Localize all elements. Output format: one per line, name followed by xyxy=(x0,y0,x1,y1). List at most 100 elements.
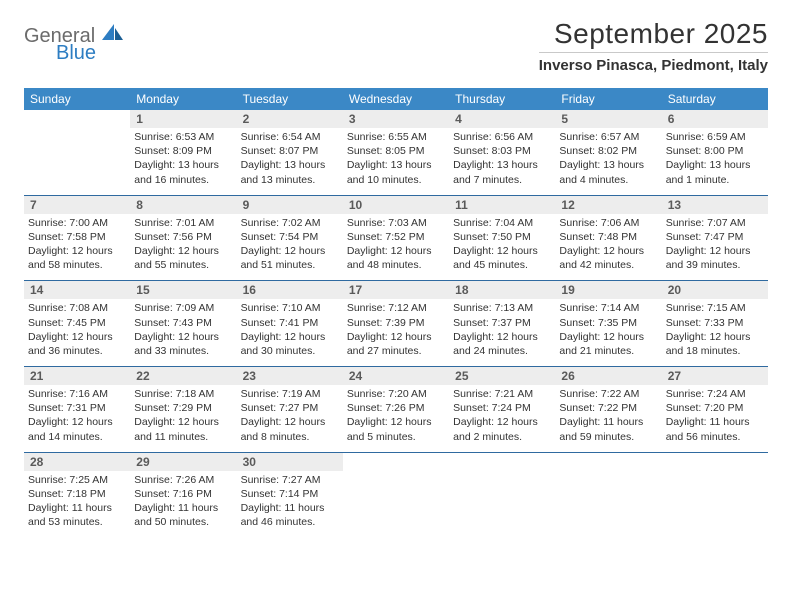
weekday-label: Saturday xyxy=(662,88,768,110)
daylight-text: Daylight: 12 hours and 5 minutes. xyxy=(347,415,445,443)
sunset-text: Sunset: 7:52 PM xyxy=(347,230,445,244)
sunset-text: Sunset: 7:45 PM xyxy=(28,316,126,330)
day-info: Sunrise: 7:13 AMSunset: 7:37 PMDaylight:… xyxy=(453,301,551,358)
day-number xyxy=(449,453,555,457)
brand-logo: General Blue xyxy=(24,18,124,63)
day-number: 28 xyxy=(24,453,130,471)
day-info: Sunrise: 7:10 AMSunset: 7:41 PMDaylight:… xyxy=(241,301,339,358)
weekday-label: Wednesday xyxy=(343,88,449,110)
sunset-text: Sunset: 7:20 PM xyxy=(666,401,764,415)
daylight-text: Daylight: 11 hours and 46 minutes. xyxy=(241,501,339,529)
day-cell xyxy=(449,453,555,538)
day-info: Sunrise: 6:53 AMSunset: 8:09 PMDaylight:… xyxy=(134,130,232,187)
daylight-text: Daylight: 12 hours and 55 minutes. xyxy=(134,244,232,272)
day-cell: 6Sunrise: 6:59 AMSunset: 8:00 PMDaylight… xyxy=(662,110,768,195)
day-cell: 22Sunrise: 7:18 AMSunset: 7:29 PMDayligh… xyxy=(130,367,236,452)
weekday-label: Tuesday xyxy=(237,88,343,110)
daylight-text: Daylight: 13 hours and 13 minutes. xyxy=(241,158,339,186)
day-number: 26 xyxy=(555,367,661,385)
sunset-text: Sunset: 7:54 PM xyxy=(241,230,339,244)
sunset-text: Sunset: 7:48 PM xyxy=(559,230,657,244)
day-cell: 16Sunrise: 7:10 AMSunset: 7:41 PMDayligh… xyxy=(237,281,343,366)
day-cell: 11Sunrise: 7:04 AMSunset: 7:50 PMDayligh… xyxy=(449,196,555,281)
sunrise-text: Sunrise: 7:27 AM xyxy=(241,473,339,487)
daylight-text: Daylight: 12 hours and 24 minutes. xyxy=(453,330,551,358)
daylight-text: Daylight: 12 hours and 58 minutes. xyxy=(28,244,126,272)
title-underline xyxy=(539,52,768,53)
sunset-text: Sunset: 7:14 PM xyxy=(241,487,339,501)
day-number: 24 xyxy=(343,367,449,385)
day-cell: 15 Sunrise: 7:09 AMSunset: 7:43 PMDayligh… xyxy=(130,281,236,366)
week-row: 21Sunrise: 7:16 AMSunset: 7:31 PMDayligh… xyxy=(24,366,768,452)
calendar-grid: Sunday Monday Tuesday Wednesday Thursday… xyxy=(24,88,768,537)
daylight-text: Daylight: 13 hours and 7 minutes. xyxy=(453,158,551,186)
sunrise-text: Sunrise: 7:15 AM xyxy=(666,301,764,315)
day-info: Sunrise: 7:07 AMSunset: 7:47 PMDaylight:… xyxy=(666,216,764,273)
day-number: 1 xyxy=(130,110,236,128)
daylight-text: Daylight: 12 hours and 33 minutes. xyxy=(134,330,232,358)
day-cell: 17Sunrise: 7:12 AMSunset: 7:39 PMDayligh… xyxy=(343,281,449,366)
sunrise-text: Sunrise: 6:55 AM xyxy=(347,130,445,144)
day-cell: 7Sunrise: 7:00 AMSunset: 7:58 PMDaylight… xyxy=(24,196,130,281)
sunset-text: Sunset: 7:56 PM xyxy=(134,230,232,244)
day-number: 15 xyxy=(130,281,236,299)
day-number: 14 xyxy=(24,281,130,299)
day-number xyxy=(662,453,768,457)
day-number: 9 xyxy=(237,196,343,214)
day-cell xyxy=(555,453,661,538)
sunset-text: Sunset: 7:24 PM xyxy=(453,401,551,415)
sunset-text: Sunset: 7:47 PM xyxy=(666,230,764,244)
sunset-text: Sunset: 7:50 PM xyxy=(453,230,551,244)
sunrise-text: Sunrise: 6:59 AM xyxy=(666,130,764,144)
day-info: Sunrise: 7:12 AMSunset: 7:39 PMDaylight:… xyxy=(347,301,445,358)
header-row: General Blue September 2025 Inverso Pina… xyxy=(24,18,768,74)
day-info: Sunrise: 6:55 AMSunset: 8:05 PMDaylight:… xyxy=(347,130,445,187)
day-cell: 20Sunrise: 7:15 AMSunset: 7:33 PMDayligh… xyxy=(662,281,768,366)
day-info: Sunrise: 6:54 AMSunset: 8:07 PMDaylight:… xyxy=(241,130,339,187)
day-cell: 24Sunrise: 7:20 AMSunset: 7:26 PMDayligh… xyxy=(343,367,449,452)
weeks-container: 1 Sunrise: 6:53 AMSunset: 8:09 PMDaylight… xyxy=(24,110,768,537)
day-cell: 26Sunrise: 7:22 AMSunset: 7:22 PMDayligh… xyxy=(555,367,661,452)
day-number: 29 xyxy=(130,453,236,471)
daylight-text: Daylight: 13 hours and 4 minutes. xyxy=(559,158,657,186)
sunrise-text: Sunrise: 7:20 AM xyxy=(347,387,445,401)
day-cell: 5Sunrise: 6:57 AMSunset: 8:02 PMDaylight… xyxy=(555,110,661,195)
sunset-text: Sunset: 7:22 PM xyxy=(559,401,657,415)
daylight-text: Daylight: 12 hours and 11 minutes. xyxy=(134,415,232,443)
daylight-text: Daylight: 12 hours and 42 minutes. xyxy=(559,244,657,272)
sunset-text: Sunset: 8:05 PM xyxy=(347,144,445,158)
sunset-text: Sunset: 7:35 PM xyxy=(559,316,657,330)
day-number: 19 xyxy=(555,281,661,299)
sunset-text: Sunset: 8:00 PM xyxy=(666,144,764,158)
sunrise-text: Sunrise: 7:10 AM xyxy=(241,301,339,315)
weekday-label: Sunday xyxy=(24,88,130,110)
day-cell: 13Sunrise: 7:07 AMSunset: 7:47 PMDayligh… xyxy=(662,196,768,281)
day-cell: 29Sunrise: 7:26 AMSunset: 7:16 PMDayligh… xyxy=(130,453,236,538)
sunset-text: Sunset: 7:37 PM xyxy=(453,316,551,330)
sunrise-text: Sunrise: 7:21 AM xyxy=(453,387,551,401)
sunrise-text: Sunrise: 7:08 AM xyxy=(28,301,126,315)
daylight-text: Daylight: 12 hours and 39 minutes. xyxy=(666,244,764,272)
daylight-text: Daylight: 11 hours and 56 minutes. xyxy=(666,415,764,443)
sunrise-text: Sunrise: 7:16 AM xyxy=(28,387,126,401)
day-info: Sunrise: 6:59 AMSunset: 8:00 PMDaylight:… xyxy=(666,130,764,187)
sunset-text: Sunset: 8:09 PM xyxy=(134,144,232,158)
sunrise-text: Sunrise: 7:18 AM xyxy=(134,387,232,401)
sunset-text: Sunset: 8:07 PM xyxy=(241,144,339,158)
day-info: Sunrise: 7:09 AMSunset: 7:43 PMDaylight:… xyxy=(134,301,232,358)
sunrise-text: Sunrise: 6:56 AM xyxy=(453,130,551,144)
day-info: Sunrise: 7:01 AMSunset: 7:56 PMDaylight:… xyxy=(134,216,232,273)
day-cell: 30Sunrise: 7:27 AMSunset: 7:14 PMDayligh… xyxy=(237,453,343,538)
day-info: Sunrise: 6:57 AMSunset: 8:02 PMDaylight:… xyxy=(559,130,657,187)
daylight-text: Daylight: 11 hours and 50 minutes. xyxy=(134,501,232,529)
day-info: Sunrise: 7:18 AMSunset: 7:29 PMDaylight:… xyxy=(134,387,232,444)
sunrise-text: Sunrise: 7:12 AM xyxy=(347,301,445,315)
day-number: 27 xyxy=(662,367,768,385)
day-info: Sunrise: 6:56 AMSunset: 8:03 PMDaylight:… xyxy=(453,130,551,187)
daylight-text: Daylight: 12 hours and 2 minutes. xyxy=(453,415,551,443)
day-number: 20 xyxy=(662,281,768,299)
day-info: Sunrise: 7:19 AMSunset: 7:27 PMDaylight:… xyxy=(241,387,339,444)
day-number: 10 xyxy=(343,196,449,214)
day-number: 11 xyxy=(449,196,555,214)
day-number xyxy=(24,110,130,114)
